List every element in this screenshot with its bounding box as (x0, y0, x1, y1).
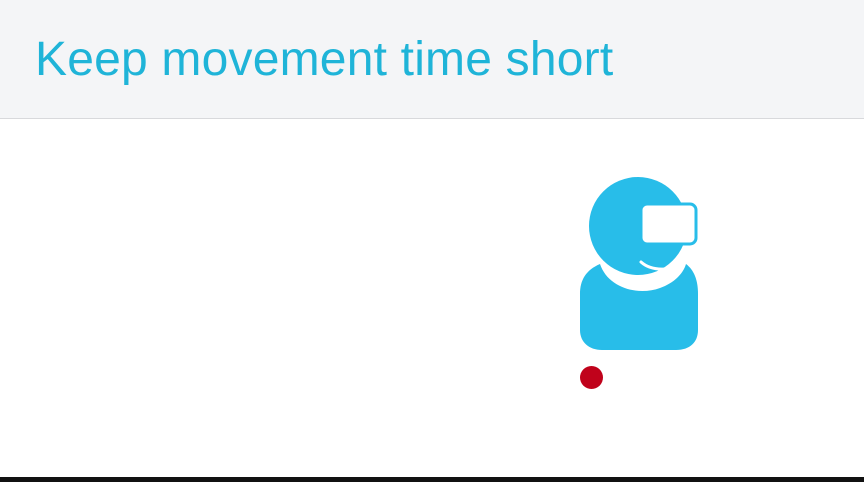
user-body (580, 264, 698, 350)
user-head (589, 177, 687, 275)
slide-content-area (0, 119, 864, 477)
vr-headset-visor (639, 202, 698, 246)
user-smile (639, 260, 667, 271)
vr-headset-user-icon (580, 177, 698, 350)
slide-header: Keep movement time short (0, 0, 864, 119)
bottom-edge-bar (0, 477, 864, 482)
slide-title: Keep movement time short (35, 33, 614, 86)
red-dot-marker (580, 366, 603, 389)
